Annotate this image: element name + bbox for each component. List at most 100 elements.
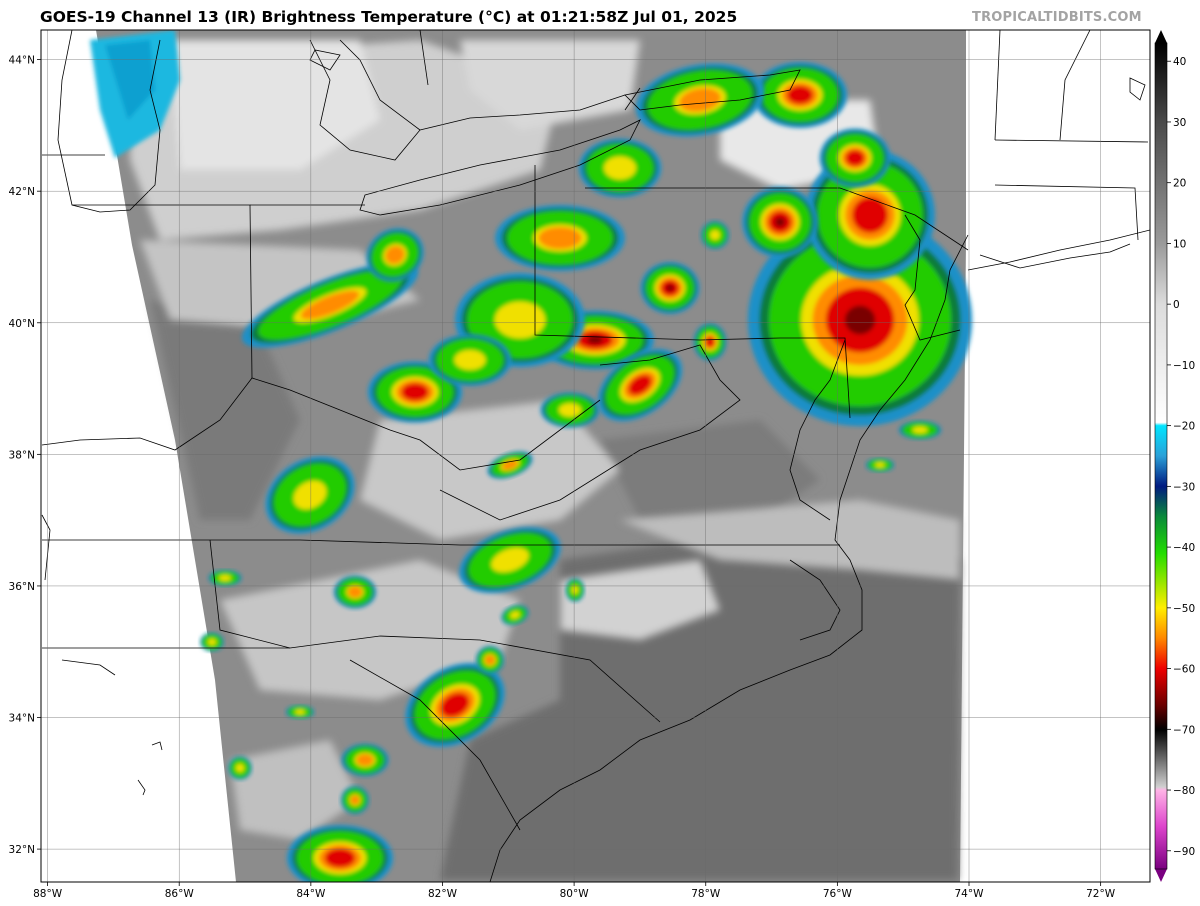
storm-cell <box>635 63 765 137</box>
storm-cell <box>341 743 389 777</box>
storm-cell <box>819 128 891 188</box>
storm-cell-layer <box>324 848 356 868</box>
credit-watermark: TROPICALTIDBITS.COM <box>972 10 1142 25</box>
storm-cell-layer <box>293 480 327 510</box>
state-line-tn-ga <box>209 539 291 649</box>
atlantic-coastline <box>489 234 969 882</box>
storm-cell <box>366 228 424 282</box>
storm-cell <box>228 756 252 780</box>
gulf-coast-fragment <box>61 659 116 676</box>
lon-tick-label: 76°W <box>823 888 853 900</box>
cold-cloud-lake-michigan <box>90 30 180 158</box>
storm-cell <box>640 262 700 314</box>
storm-cell-layer <box>912 426 928 434</box>
storm-cell-layer <box>875 462 885 468</box>
ontario-border-north <box>419 30 429 86</box>
colorbar-tick-label: −10 <box>1173 360 1195 372</box>
storm-cell-layer <box>709 229 721 241</box>
lake-huron-shore <box>309 39 421 161</box>
colorbar-outline <box>1154 42 1168 870</box>
western-boundary <box>41 514 51 581</box>
storm-cell <box>200 632 224 652</box>
storm-cell <box>340 785 370 815</box>
convective-storms <box>200 61 973 882</box>
storm-cell-layer <box>494 301 546 339</box>
storm-cell-layer <box>350 795 360 805</box>
storm-cell <box>487 451 533 479</box>
map-title: GOES-19 Channel 13 (IR) Brightness Tempe… <box>40 8 738 26</box>
colorbar-tick-label: −30 <box>1173 481 1195 493</box>
lat-tick-label: 32°N <box>9 844 35 856</box>
colorbar-tick-label: −60 <box>1173 664 1195 676</box>
ohio-river <box>41 377 601 471</box>
lat-tick-label: 44°N <box>9 55 35 67</box>
storm-cell <box>540 392 600 428</box>
storm-cell <box>265 456 355 534</box>
colorbar-tick-label: 0 <box>1173 299 1180 311</box>
lat-tick-label: 40°N <box>9 318 35 330</box>
storm-cell-layer <box>844 305 876 335</box>
storm-cell <box>865 457 895 473</box>
colorbar-tick-label: 40 <box>1173 56 1186 68</box>
lat-tick-label: 34°N <box>9 713 35 725</box>
state-line-mason-dixon <box>699 337 851 419</box>
storm-cell-layer <box>538 227 582 249</box>
storm-cell-layer <box>852 197 888 233</box>
storm-cell-layer <box>300 290 360 320</box>
storm-cell <box>578 138 662 198</box>
lake-ontario-shore <box>624 69 801 111</box>
colorbar-tick-label: −50 <box>1173 603 1195 615</box>
graticule <box>41 30 1150 882</box>
storm-cell <box>693 323 727 361</box>
colorbar-tick-label: −40 <box>1173 542 1195 554</box>
lon-tick-label: 72°W <box>1086 888 1116 900</box>
storm-cell-layer <box>787 85 813 105</box>
colorbar-tick-label: 30 <box>1173 117 1186 129</box>
storm-cell-layer <box>347 586 363 598</box>
lake-michigan-shore <box>57 30 161 213</box>
storm-cell <box>333 575 377 609</box>
storm-cell-layer <box>401 383 429 401</box>
lat-tick-label: 38°N <box>9 449 35 461</box>
plot-area <box>41 30 1150 882</box>
storm-cell-layer <box>218 574 232 582</box>
lat-tick-label: 42°N <box>9 186 35 198</box>
storm-cell <box>405 662 505 748</box>
lon-tick-label: 84°W <box>296 888 326 900</box>
storm-cell-layer <box>587 336 603 344</box>
ontario-border <box>419 94 626 131</box>
storm-cell <box>742 186 818 258</box>
axis-tick-labels: 88°W 86°W 84°W 82°W 80°W 78°W 76°W 74°W 72°W 44°N… <box>9 55 1116 900</box>
lon-tick-label: 80°W <box>560 888 590 900</box>
colorbar-extend-top <box>1155 30 1167 43</box>
storm-cell-layer <box>235 763 245 773</box>
storm-cell <box>241 262 419 348</box>
storm-cell-layer <box>558 403 582 417</box>
storm-cell-layer <box>294 709 306 715</box>
storm-cell-layer <box>705 336 715 348</box>
storm-cell-layer <box>603 156 637 180</box>
long-island-sound <box>967 229 1150 271</box>
state-line-vt-nh <box>1059 30 1091 141</box>
colorbar-tick-label: −20 <box>1173 421 1195 433</box>
state-line-ct <box>994 184 1139 241</box>
state-line-nc-sc <box>42 635 661 723</box>
storm-cell-layer <box>774 217 786 227</box>
storm-cell-layer <box>628 375 652 395</box>
storm-cell <box>208 569 242 587</box>
lon-tick-label: 78°W <box>691 888 721 900</box>
island-outline <box>309 49 341 71</box>
pamlico-sound <box>789 559 841 641</box>
storm-cell-layer <box>666 284 674 292</box>
state-line-sc-ga <box>349 659 521 831</box>
state-line-pa-west <box>534 165 701 341</box>
storm-cell <box>475 645 505 675</box>
storm-cell <box>495 204 625 272</box>
long-island <box>979 243 1131 269</box>
storm-cell <box>752 61 848 129</box>
gulf-islands <box>151 741 163 751</box>
storm-cell-layer <box>385 246 405 264</box>
storm-cell-layer <box>484 654 496 666</box>
colorbar-extend-bottom <box>1155 869 1167 882</box>
